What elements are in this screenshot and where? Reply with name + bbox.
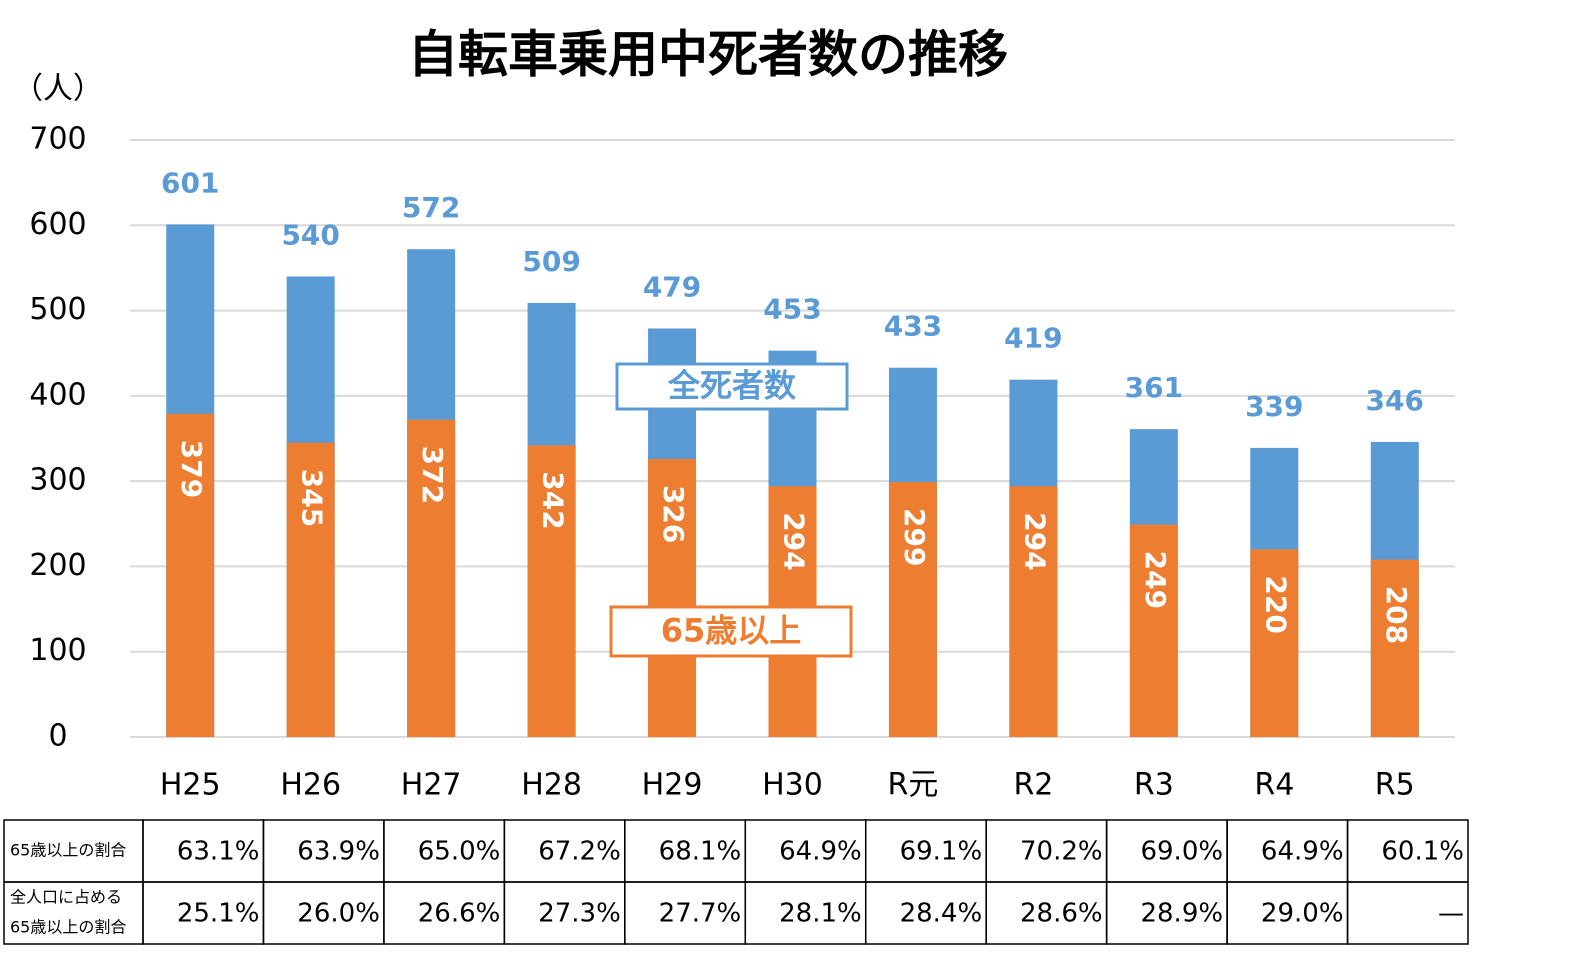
data-label: 509 — [522, 245, 580, 278]
x-tick-label: R5 — [1375, 768, 1415, 803]
table-value: 65.0% — [418, 837, 501, 867]
x-tick-label: H28 — [521, 768, 582, 803]
legend-box — [615, 362, 849, 411]
y-tick-label: 100 — [29, 633, 86, 668]
data-label: 433 — [884, 310, 942, 343]
data-label: 299 — [898, 508, 931, 566]
y-tick-label: 400 — [29, 377, 86, 412]
data-label: 220 — [1259, 575, 1292, 633]
bar — [527, 445, 576, 737]
data-label: 294 — [778, 512, 811, 570]
data-label: 419 — [1004, 322, 1062, 355]
data-label: 601 — [161, 166, 219, 199]
table-value: 27.7% — [659, 899, 742, 929]
x-tick-label: R3 — [1134, 768, 1174, 803]
table-value: 29.0% — [1261, 899, 1344, 929]
data-label: 379 — [175, 440, 208, 498]
row-label: 全人口に占める — [10, 888, 122, 907]
table-value: 60.1% — [1381, 837, 1464, 867]
y-tick-label: 300 — [29, 463, 86, 498]
table-value: 64.9% — [1261, 837, 1344, 867]
x-tick-label: R元 — [888, 768, 939, 803]
table-value: 25.1% — [177, 899, 260, 929]
table-value: 63.9% — [297, 837, 380, 867]
table-value: 67.2% — [538, 837, 621, 867]
data-label: 342 — [537, 471, 570, 529]
bar — [1009, 486, 1058, 737]
y-tick-label: 200 — [29, 548, 86, 583]
data-label: 453 — [763, 293, 821, 326]
x-tick-label: R4 — [1254, 768, 1294, 803]
table-value: 28.6% — [1020, 899, 1103, 929]
x-tick-label: H25 — [160, 768, 221, 803]
bar — [407, 419, 456, 737]
row-label: 65歳以上の割合 — [10, 918, 126, 937]
data-label: 208 — [1380, 586, 1413, 644]
data-label: 294 — [1018, 512, 1051, 570]
data-label: 540 — [281, 218, 339, 251]
y-tick-label: 500 — [29, 292, 86, 327]
legend-label: 全死者数 — [667, 367, 797, 405]
table-value: 26.0% — [297, 899, 380, 929]
y-axis-label: （人） — [13, 72, 103, 107]
legend-label: 65歳以上 — [661, 612, 802, 650]
x-tick-label: H29 — [642, 768, 703, 803]
y-tick-label: 700 — [29, 122, 86, 157]
bar — [1129, 524, 1178, 737]
table-value: 70.2% — [1020, 837, 1103, 867]
data-label: 249 — [1139, 551, 1172, 609]
data-label: 572 — [402, 191, 460, 224]
y-tick-label: 0 — [48, 719, 67, 754]
data-label: 326 — [657, 485, 690, 543]
legend-box — [609, 605, 853, 658]
bar — [166, 413, 215, 737]
table-value: 63.1% — [177, 837, 260, 867]
y-tick-label: 600 — [29, 207, 86, 242]
chart-title: 自転車乗用中死者数の推移 — [408, 26, 1008, 84]
data-label: 372 — [416, 446, 449, 504]
x-tick-label: H26 — [280, 768, 341, 803]
bar — [648, 458, 697, 737]
bar — [1250, 549, 1299, 737]
table-value: 27.3% — [538, 899, 621, 929]
x-tick-label: R2 — [1013, 768, 1053, 803]
data-label: 345 — [296, 469, 329, 527]
row-label: 65歳以上の割合 — [10, 841, 126, 860]
data-label: 479 — [643, 270, 701, 303]
data-label: 346 — [1366, 384, 1424, 417]
x-tick-label: H27 — [401, 768, 462, 803]
bar — [888, 481, 937, 737]
x-tick-label: H30 — [762, 768, 823, 803]
table-value: 64.9% — [779, 837, 862, 867]
table-value: — — [1438, 899, 1464, 929]
bar — [1370, 559, 1419, 737]
table-value: 68.1% — [659, 837, 742, 867]
table-cell — [1346, 881, 1469, 945]
table-value: 69.1% — [900, 837, 983, 867]
data-label: 339 — [1245, 390, 1303, 423]
data-label: 361 — [1125, 371, 1183, 404]
bar — [286, 442, 335, 737]
table-value: 28.9% — [1140, 899, 1223, 929]
table-value: 28.4% — [900, 899, 983, 929]
table-value: 28.1% — [779, 899, 862, 929]
table-value: 26.6% — [418, 899, 501, 929]
table-value: 69.0% — [1140, 837, 1223, 867]
